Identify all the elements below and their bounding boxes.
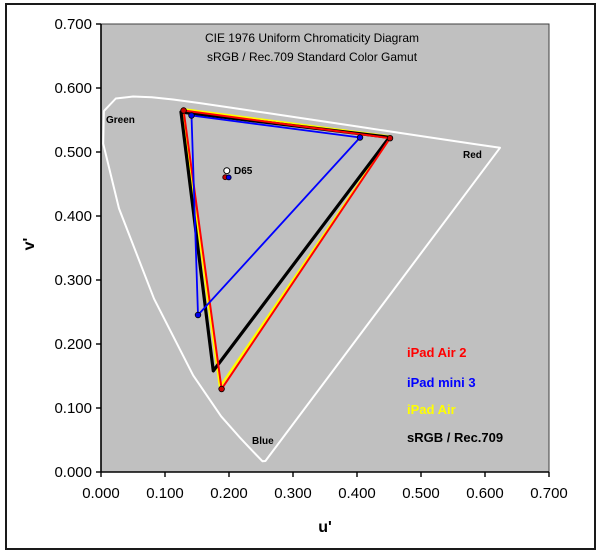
vertex-marker-ipad-mini-3 — [194, 311, 202, 319]
d65-white-dot — [223, 167, 231, 175]
vertex-marker-ipad-air-2 — [218, 385, 225, 393]
x-tick-label: 0.700 — [530, 485, 568, 502]
y-axis-title: v' — [21, 237, 38, 251]
spectral-locus-outline — [102, 95, 501, 463]
y-tick-label: 0.100 — [54, 400, 92, 417]
chart-title: CIE 1976 Uniform Chromaticity Diagram — [204, 31, 420, 45]
y-tick-label: 0.400 — [54, 208, 92, 225]
x-tick-label: 0.500 — [402, 485, 440, 502]
legend-item-ipad-air-2: iPad Air 2 — [407, 345, 467, 360]
d65-blue-dot — [225, 174, 232, 181]
x-tick-label: 0.300 — [274, 485, 312, 502]
vertex-marker-ipad-air-2 — [386, 134, 394, 142]
blue-label: Blue — [252, 436, 274, 447]
y-tick-label: 0.200 — [54, 336, 92, 353]
vertex-marker-ipad-mini-3 — [356, 134, 364, 141]
y-tick-label: 0.300 — [54, 272, 92, 289]
green-label: Green — [106, 115, 135, 126]
y-tick-label: 0.700 — [54, 16, 92, 33]
x-axis-title: u' — [318, 519, 332, 536]
x-tick-label: 0.000 — [82, 485, 120, 502]
red-label: Red — [463, 150, 482, 161]
y-tick-label: 0.000 — [54, 464, 92, 481]
legend-item-ipad-mini-3: iPad mini 3 — [407, 375, 476, 390]
x-tick-label: 0.600 — [466, 485, 504, 502]
vertex-marker-ipad-mini-3 — [188, 112, 195, 119]
gamut-triangle-ipad-air-2 — [182, 109, 391, 390]
gamut-triangle-ipad-air — [180, 107, 393, 389]
chart-subtitle: sRGB / Rec.709 Standard Color Gamut — [206, 50, 418, 64]
d65-label: D65 — [234, 166, 253, 177]
legend-item-srgb: sRGB / Rec.709 — [407, 430, 504, 445]
x-tick-label: 0.100 — [146, 485, 184, 502]
gamut-triangle-ipad-mini-3 — [190, 114, 361, 316]
x-tick-label: 0.200 — [210, 485, 248, 502]
y-tick-label: 0.500 — [54, 144, 92, 161]
plot-area — [100, 23, 550, 473]
vertex-marker-ipad-air-2 — [180, 107, 187, 114]
legend-item-ipad-air: iPad Air — [407, 402, 456, 417]
y-tick-label: 0.600 — [54, 80, 92, 97]
x-tick-label: 0.400 — [338, 485, 376, 502]
